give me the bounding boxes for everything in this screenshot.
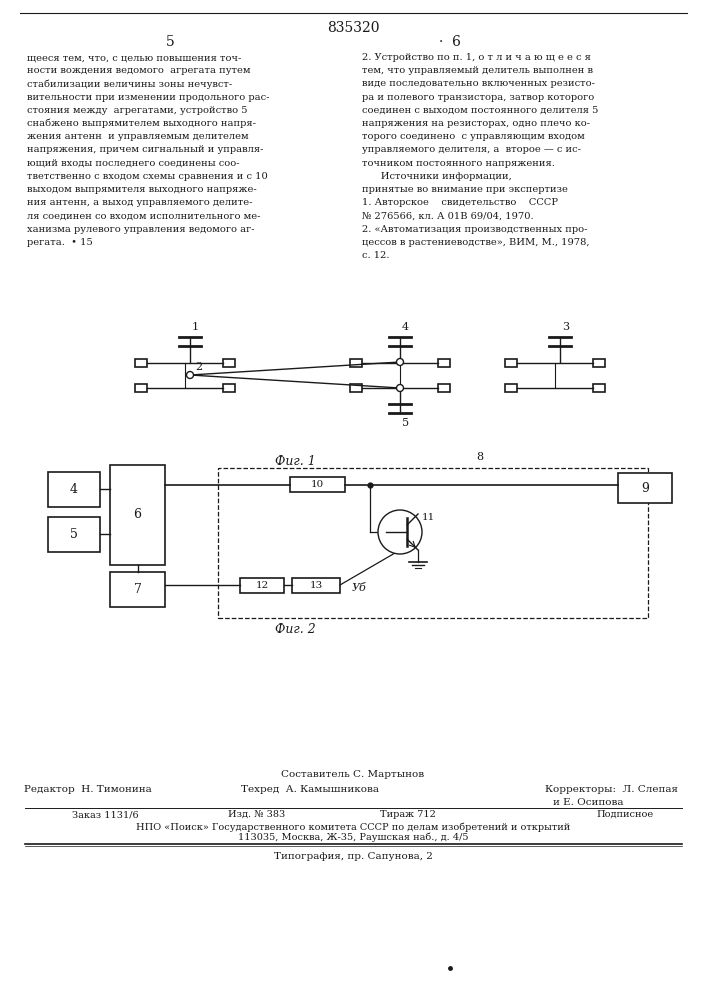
Bar — [438, 383, 450, 391]
Text: ханизма рулевого управления ведомого аг-: ханизма рулевого управления ведомого аг- — [27, 225, 255, 234]
Text: управляемого делителя, а  второе — с ис-: управляемого делителя, а второе — с ис- — [362, 145, 581, 154]
Text: Фиг. 2: Фиг. 2 — [274, 623, 315, 636]
Text: 1: 1 — [192, 322, 199, 332]
Text: напряжения, причем сигнальный и управля-: напряжения, причем сигнальный и управля- — [27, 145, 264, 154]
Text: выходом выпрямителя выходного напряже-: выходом выпрямителя выходного напряже- — [27, 185, 257, 194]
Text: виде последовательно включенных резисто-: виде последовательно включенных резисто- — [362, 79, 595, 88]
Text: 3: 3 — [562, 322, 569, 332]
Bar — [48, 517, 100, 552]
Text: ности вождения ведомого  агрегата путем: ности вождения ведомого агрегата путем — [27, 66, 250, 75]
Bar — [218, 468, 648, 618]
Text: тветственно с входом схемы сравнения и с 10: тветственно с входом схемы сравнения и с… — [27, 172, 268, 181]
Text: 4: 4 — [402, 322, 409, 332]
Bar — [618, 473, 672, 503]
Text: 6: 6 — [134, 508, 141, 522]
Bar — [350, 383, 362, 391]
Text: 8: 8 — [477, 452, 484, 462]
Text: тем, что управляемый делитель выполнен в: тем, что управляемый делитель выполнен в — [362, 66, 593, 75]
Circle shape — [397, 384, 404, 391]
Text: 10: 10 — [311, 480, 324, 489]
Text: Уб: Уб — [352, 583, 367, 593]
Text: 5: 5 — [165, 35, 175, 49]
Text: Типография, пр. Сапунова, 2: Типография, пр. Сапунова, 2 — [274, 852, 433, 861]
Text: 1. Авторское    свидетельство    СССР: 1. Авторское свидетельство СССР — [362, 198, 558, 207]
Text: соединен с выходом постоянного делителя 5: соединен с выходом постоянного делителя … — [362, 106, 598, 115]
Text: Техред  А. Камышникова: Техред А. Камышникова — [241, 785, 379, 794]
Text: стабилизации величины зоны нечувст-: стабилизации величины зоны нечувст- — [27, 79, 233, 89]
Text: 113035, Москва, Ж-35, Раушская наб., д. 4/5: 113035, Москва, Ж-35, Раушская наб., д. … — [238, 833, 468, 842]
Text: Фиг. 1: Фиг. 1 — [274, 455, 315, 468]
Bar — [48, 472, 100, 507]
Bar — [505, 359, 517, 366]
Text: снабжено выпрямителем выходного напря-: снабжено выпрямителем выходного напря- — [27, 119, 256, 128]
Bar — [290, 477, 345, 492]
Text: жения антенн  и управляемым делителем: жения антенн и управляемым делителем — [27, 132, 249, 141]
Text: ния антенн, а выход управляемого делите-: ния антенн, а выход управляемого делите- — [27, 198, 252, 207]
Text: Редактор  Н. Тимонина: Редактор Н. Тимонина — [24, 785, 152, 794]
Bar — [110, 572, 165, 607]
Text: № 276566, кл. А 01В 69/04, 1970.: № 276566, кл. А 01В 69/04, 1970. — [362, 211, 534, 220]
Text: 13: 13 — [310, 581, 322, 590]
Bar — [593, 383, 605, 391]
Circle shape — [397, 359, 404, 365]
Text: Изд. № 383: Изд. № 383 — [228, 810, 285, 819]
Text: с. 12.: с. 12. — [362, 251, 390, 260]
Text: НПО «Поиск» Государственного комитета СССР по делам изобретений и открытий: НПО «Поиск» Государственного комитета СС… — [136, 822, 570, 832]
Text: вительности при изменении продольного рас-: вительности при изменении продольного ра… — [27, 93, 269, 102]
Text: точником постоянного напряжения.: точником постоянного напряжения. — [362, 159, 555, 168]
Text: стояния между  агрегатами, устройство 5: стояния между агрегатами, устройство 5 — [27, 106, 247, 115]
Bar — [350, 359, 362, 366]
Circle shape — [187, 371, 194, 378]
Circle shape — [378, 510, 422, 554]
Bar — [593, 359, 605, 366]
Text: Подписное: Подписное — [596, 810, 653, 819]
Text: Корректоры:  Л. Слепая: Корректоры: Л. Слепая — [545, 785, 678, 794]
Text: 2. Устройство по п. 1, о т л и ч а ю щ е е с я: 2. Устройство по п. 1, о т л и ч а ю щ е… — [362, 53, 591, 62]
Bar — [438, 359, 450, 366]
Text: ра и полевого транзистора, затвор которого: ра и полевого транзистора, затвор которо… — [362, 93, 595, 102]
Text: Источники информации,: Источники информации, — [362, 172, 512, 181]
Text: Тираж 712: Тираж 712 — [380, 810, 436, 819]
Text: и Е. Осипова: и Е. Осипова — [553, 798, 624, 807]
Text: 12: 12 — [255, 581, 269, 590]
Bar — [135, 359, 147, 366]
Bar — [135, 383, 147, 391]
Bar — [223, 359, 235, 366]
Text: 4: 4 — [70, 483, 78, 496]
Text: 5: 5 — [70, 528, 78, 541]
Text: напряжения на резисторах, одно плечо ко-: напряжения на резисторах, одно плечо ко- — [362, 119, 590, 128]
Text: принятые во внимание при экспертизе: принятые во внимание при экспертизе — [362, 185, 568, 194]
Text: 7: 7 — [134, 583, 141, 596]
Text: 2. «Автоматизация производственных про-: 2. «Автоматизация производственных про- — [362, 225, 588, 234]
Text: 5: 5 — [402, 418, 409, 428]
Text: 9: 9 — [641, 482, 649, 494]
Text: щееся тем, что, с целью повышения точ-: щееся тем, что, с целью повышения точ- — [27, 53, 241, 62]
Text: 2: 2 — [195, 362, 202, 372]
Text: ля соединен со входом исполнительного ме-: ля соединен со входом исполнительного ме… — [27, 211, 260, 220]
Text: регата.  • 15: регата. • 15 — [27, 238, 93, 247]
Text: ющий входы последнего соединены соо-: ющий входы последнего соединены соо- — [27, 159, 240, 168]
Bar — [292, 578, 340, 593]
Text: цессов в растениеводстве», ВИМ, М., 1978,: цессов в растениеводстве», ВИМ, М., 1978… — [362, 238, 590, 247]
Text: 835320: 835320 — [327, 21, 379, 35]
Text: Составитель С. Мартынов: Составитель С. Мартынов — [281, 770, 425, 779]
Text: 11: 11 — [422, 514, 436, 522]
Bar — [505, 383, 517, 391]
Text: ·  6: · 6 — [439, 35, 461, 49]
Text: торого соединено  с управляющим входом: торого соединено с управляющим входом — [362, 132, 585, 141]
Bar — [240, 578, 284, 593]
Bar — [223, 383, 235, 391]
Text: Заказ 1131/6: Заказ 1131/6 — [72, 810, 139, 819]
Bar — [110, 465, 165, 565]
